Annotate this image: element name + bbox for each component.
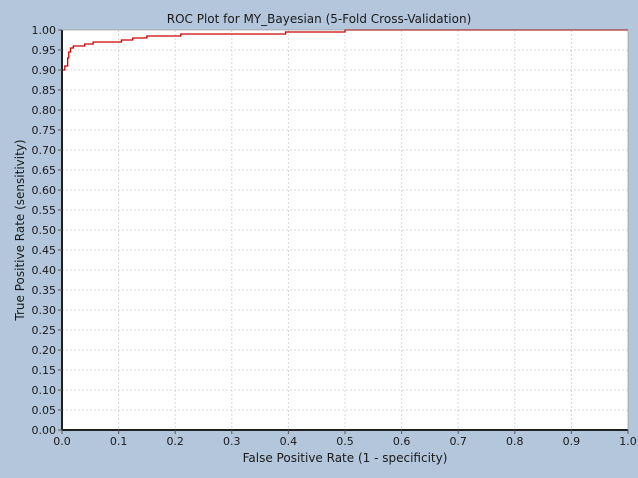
- y-tick-label: 0.10: [32, 384, 57, 397]
- y-tick-label: 0.50: [32, 224, 57, 237]
- x-axis-ticks: 0.0 0.1 0.2 0.3 0.4 0.5 0.6 0.7 0.8 0.9 1.0: [53, 430, 637, 448]
- y-axis-label: True Positive Rate (sensitivity): [13, 139, 27, 321]
- y-tick-label: 0.25: [32, 324, 57, 337]
- series-layer: [61, 29, 628, 430]
- y-axis-ticks: 0.00 0.05 0.10 0.15 0.20 0.25 0.30 0.35 0.40 0.45…: [32, 24, 62, 437]
- y-tick-label: 1.00: [32, 24, 57, 37]
- x-tick-label: 0.4: [280, 435, 298, 448]
- y-tick-label: 0.95: [32, 44, 57, 57]
- y-tick-label: 0.05: [32, 404, 57, 417]
- x-tick-label: 0.9: [563, 435, 581, 448]
- y-tick-label: 0.70: [32, 144, 57, 157]
- x-tick-label: 0.0: [53, 435, 71, 448]
- y-tick-label: 0.90: [32, 64, 57, 77]
- x-tick-label: 0.7: [449, 435, 467, 448]
- y-tick-label: 0.20: [32, 344, 57, 357]
- roc-curve-line: [61, 29, 628, 430]
- x-tick-label: 1.0: [619, 435, 637, 448]
- grid-lines: [61, 29, 629, 431]
- y-tick-label: 0.55: [32, 204, 57, 217]
- y-tick-label: 0.85: [32, 84, 57, 97]
- y-tick-label: 0.15: [32, 364, 57, 377]
- x-axis-label: False Positive Rate (1 - specificity): [243, 451, 448, 465]
- y-tick-label: 0.45: [32, 244, 57, 257]
- chart-title: ROC Plot for MY_Bayesian (5-Fold Cross-V…: [167, 12, 472, 26]
- x-tick-label: 0.3: [223, 435, 241, 448]
- y-tick-label: 0.75: [32, 124, 57, 137]
- plot-area: [61, 29, 629, 431]
- x-tick-label: 0.8: [506, 435, 524, 448]
- y-tick-label: 0.60: [32, 184, 57, 197]
- y-tick-label: 0.30: [32, 304, 57, 317]
- y-tick-label: 0.80: [32, 104, 57, 117]
- y-tick-label: 0.00: [32, 424, 57, 437]
- x-tick-label: 0.2: [166, 435, 184, 448]
- y-tick-label: 0.35: [32, 284, 57, 297]
- y-tick-label: 0.65: [32, 164, 57, 177]
- x-tick-label: 0.6: [393, 435, 411, 448]
- x-tick-label: 0.5: [336, 435, 354, 448]
- x-tick-label: 0.1: [110, 435, 128, 448]
- y-tick-label: 0.40: [32, 264, 57, 277]
